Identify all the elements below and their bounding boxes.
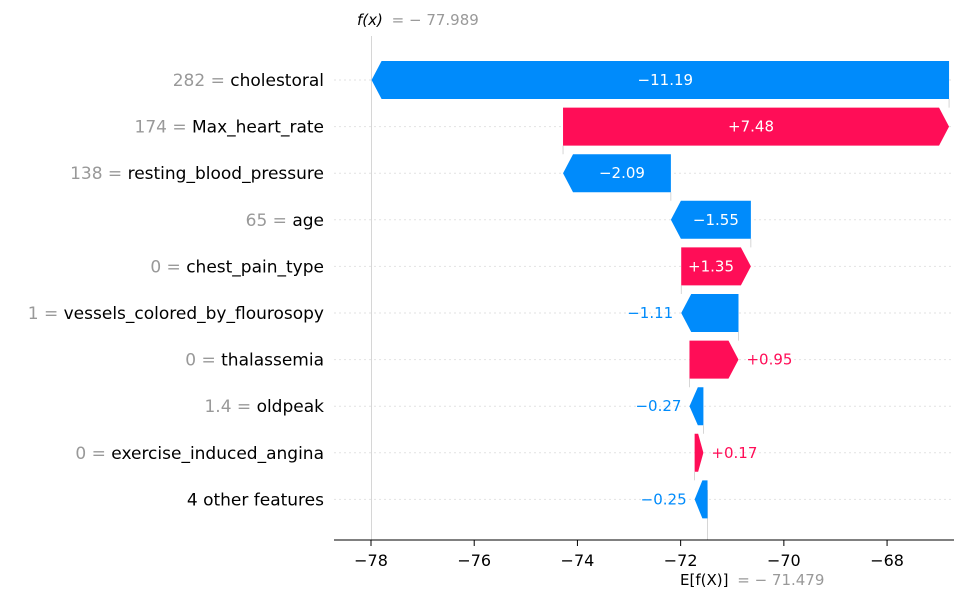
feature-value: 0 = <box>150 257 186 277</box>
feature-value: 174 = <box>135 118 193 138</box>
x-tick-label: −74 <box>561 551 595 570</box>
feature-value: 1 = <box>28 304 64 324</box>
fx-label: f(x) = − 77.989 <box>357 11 479 29</box>
feature-name: chest_pain_type <box>186 257 324 277</box>
feature-name: exercise_induced_angina <box>111 444 324 464</box>
feature-label: 0 = exercise_induced_angina <box>75 444 324 464</box>
feature-value: 0 = <box>185 351 221 371</box>
x-tick-label: −68 <box>870 551 904 570</box>
waterfall-bar <box>563 107 950 146</box>
bar-value-label: −0.27 <box>635 397 681 415</box>
waterfall-bar <box>563 154 671 193</box>
feature-label: 1.4 = oldpeak <box>204 397 324 417</box>
waterfall-bar <box>681 247 751 286</box>
x-axis: −78 −76 −74 −72 −70 −68 <box>334 539 954 570</box>
efx-label-value: = − 71.479 <box>737 571 824 589</box>
waterfall-bar <box>371 61 950 99</box>
feature-label: 4 other features <box>187 490 324 510</box>
feature-label: 65 = age <box>246 211 324 231</box>
bar-value-label: −1.11 <box>627 304 673 322</box>
efx-label-name: E[f(X)] <box>680 571 728 589</box>
waterfall-bar <box>689 340 739 379</box>
x-tick-label: −76 <box>457 551 491 570</box>
feature-name: vessels_colored_by_flourosopy <box>64 304 324 324</box>
feature-name: age <box>292 211 324 231</box>
feature-value: 282 = <box>173 71 231 91</box>
x-tick-label: −78 <box>354 551 388 570</box>
feature-label: 1 = vessels_colored_by_flourosopy <box>28 304 324 324</box>
x-tick-label: −70 <box>767 551 801 570</box>
feature-label: 174 = Max_heart_rate <box>135 118 324 138</box>
feature-name: Max_heart_rate <box>192 118 324 138</box>
feature-value: 0 = <box>75 444 111 464</box>
feature-name: oldpeak <box>257 397 325 417</box>
feature-name: thalassemia <box>221 351 324 371</box>
waterfall-bar <box>681 294 739 332</box>
feature-value: 1.4 = <box>204 397 256 417</box>
feature-rows: 282 = cholestoral 174 = Max_heart_rate 138… <box>28 36 954 540</box>
bar-value-label: −2.09 <box>599 164 645 182</box>
bars: −11.19 +7.48 −2.09 −1.55 +1.35 −1.11 +0.95 −0.2… <box>371 61 950 519</box>
bar-value-label: +1.35 <box>688 257 734 275</box>
feature-name: cholestoral <box>230 71 324 91</box>
fx-label-name: f(x) <box>357 11 383 29</box>
fx-label-value: = − 77.989 <box>392 11 479 29</box>
efx-label: E[f(X)] = − 71.479 <box>680 571 824 589</box>
feature-name: 4 other features <box>187 490 324 510</box>
bar-value-label: −0.25 <box>641 490 687 508</box>
bar-value-label: +7.48 <box>728 118 774 136</box>
feature-name: resting_blood_pressure <box>128 164 324 184</box>
bar-value-label: −1.55 <box>693 211 739 229</box>
bar-value-label: −11.19 <box>638 71 694 89</box>
feature-label: 282 = cholestoral <box>173 71 324 91</box>
bar-value-label: +0.95 <box>746 351 792 369</box>
x-tick-label: −72 <box>664 551 698 570</box>
waterfall-bar <box>689 387 704 426</box>
feature-value: 65 = <box>246 211 293 231</box>
waterfall-bar <box>670 200 751 239</box>
bar-value-label: +0.17 <box>711 444 757 462</box>
feature-label: 138 = resting_blood_pressure <box>70 164 324 184</box>
feature-label: 0 = chest_pain_type <box>150 257 324 277</box>
waterfall-bar <box>694 433 704 472</box>
feature-value: 138 = <box>70 164 128 184</box>
svg-text:f(x) = − 77.989: f(x) = − 77.989 <box>357 11 479 29</box>
svg-text:E[f(X)] = − 71.479: E[f(X)] = − 71.479 <box>680 571 824 589</box>
waterfall-bar <box>694 480 708 519</box>
feature-label: 0 = thalassemia <box>185 351 324 371</box>
